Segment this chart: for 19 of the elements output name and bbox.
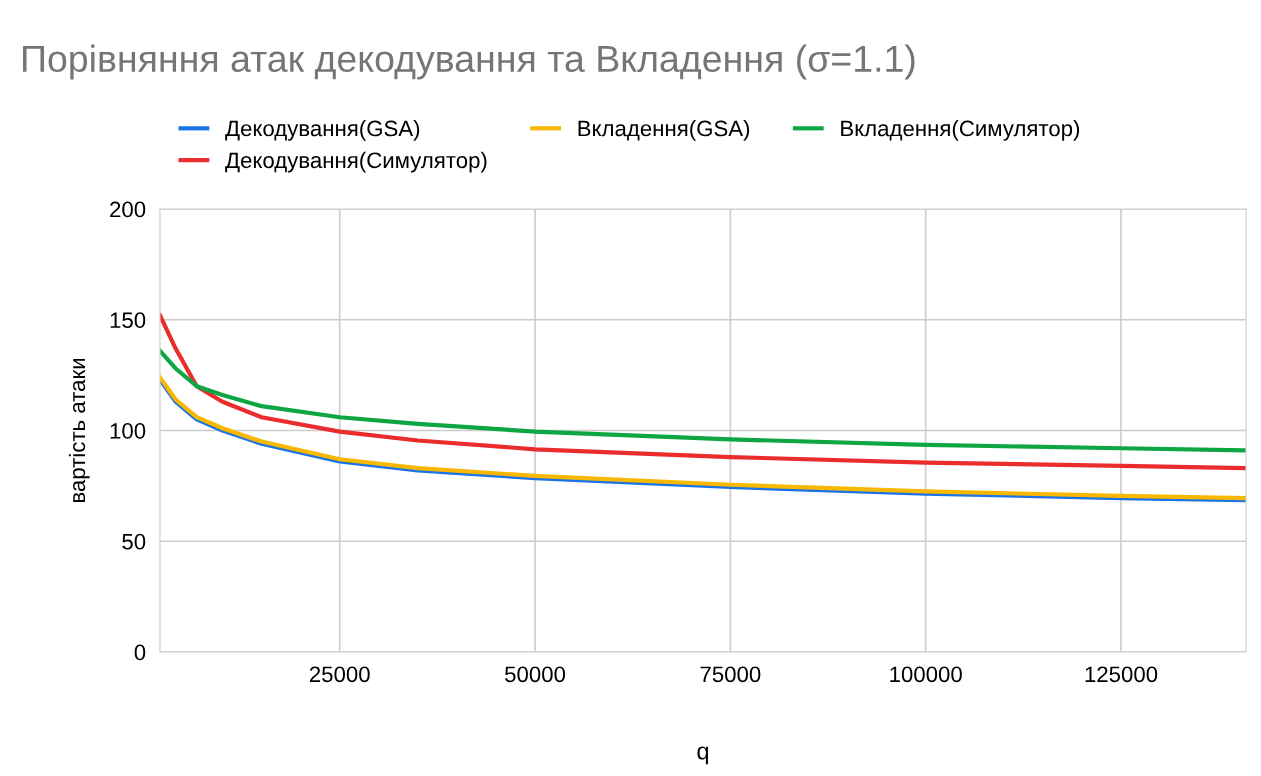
line-series (160, 313, 1246, 471)
x-tick-label: 75000 (700, 666, 761, 683)
legend-label: Вкладення(GSA) (578, 120, 750, 141)
y-tick-label: 50 (122, 533, 146, 550)
legend-label: Декодування(GSA) (225, 120, 420, 141)
legend-label: Вкладення(Симулятор) (841, 120, 1080, 141)
x-tick-label: 25000 (309, 666, 370, 683)
y-tick-label: 100 (110, 423, 146, 439)
line-series (160, 348, 1246, 453)
legend-label: Декодування(Симулятор) (225, 151, 487, 173)
x-tick-label: 100000 (890, 666, 962, 683)
x-tick-label: 50000 (505, 666, 566, 683)
chart-title: Порівняння атак декодування та Вкладення (σ=1.1) (23, 44, 915, 80)
y-tick-label: 0 (134, 644, 146, 661)
y-tick-label: 150 (110, 312, 146, 329)
x-axis-title: q (697, 746, 709, 765)
y-tick-label: 200 (110, 201, 146, 218)
y-axis-title: вартість атаки (68, 358, 90, 503)
x-tick-label: 125000 (1085, 666, 1158, 683)
